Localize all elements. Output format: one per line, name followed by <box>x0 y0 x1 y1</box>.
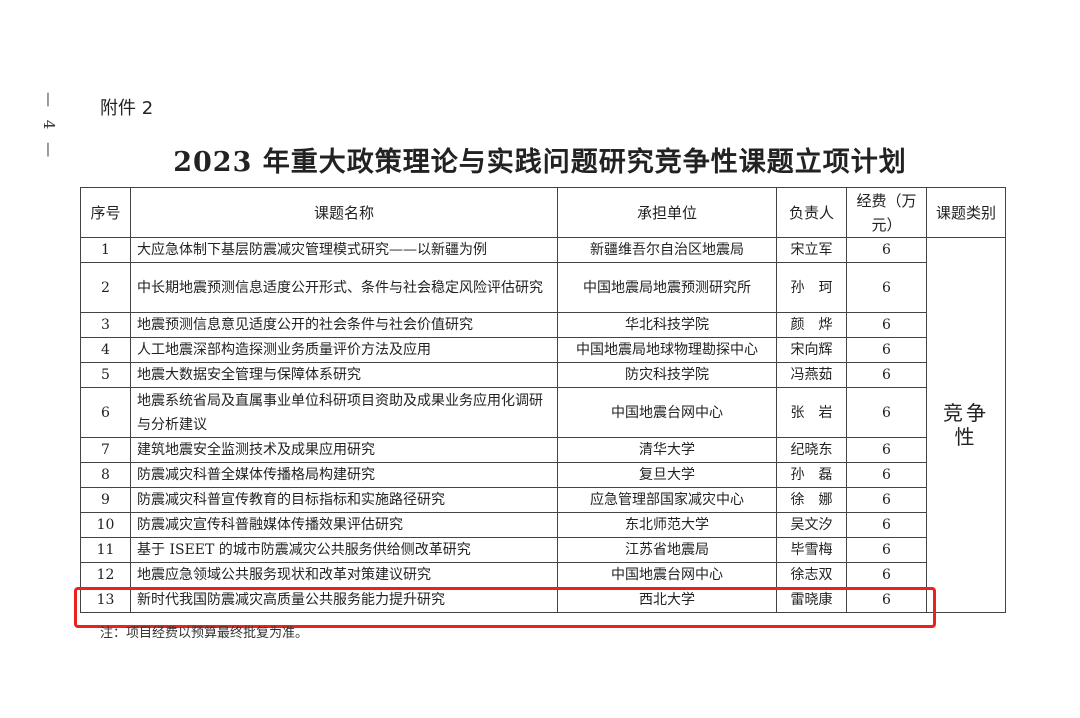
row-no: 12 <box>80 562 131 588</box>
row-unit: 中国地震台网中心 <box>557 562 777 588</box>
row-leader: 颜 烨 <box>776 312 847 338</box>
row-name: 防震减灾科普全媒体传播格局构建研究 <box>130 462 558 488</box>
category-cell: 竞争性 <box>926 237 1006 613</box>
document-title: 2023 年重大政策理论与实践问题研究竞争性课题立项计划 <box>173 147 907 178</box>
row-no: 7 <box>80 437 131 463</box>
table-row: 6 地震系统省局及直属事业单位科研项目资助及成果业务应用化调研与分析建议 中国地震台… <box>80 387 1006 438</box>
table-row: 10 防震减灾宣传科普融媒体传播效果评估研究 东北师范大学 吴文汐 6 <box>80 512 1006 538</box>
row-no: 5 <box>80 362 131 388</box>
row-fee: 6 <box>846 562 927 588</box>
row-name: 地震应急领域公共服务现状和改革对策建议研究 <box>130 562 558 588</box>
row-name: 防震减灾宣传科普融媒体传播效果评估研究 <box>130 512 558 538</box>
row-leader: 雷晓康 <box>776 587 847 613</box>
row-unit: 江苏省地震局 <box>557 537 777 563</box>
highlight-box <box>74 587 936 628</box>
row-fee: 6 <box>846 337 927 363</box>
row-fee: 6 <box>846 237 927 263</box>
row-leader: 毕雪梅 <box>776 537 847 563</box>
header-name: 课题名称 <box>130 187 558 238</box>
row-name: 中长期地震预测信息适度公开形式、条件与社会稳定风险评估研究 <box>130 262 558 313</box>
header-fee: 经费（万元） <box>846 187 927 238</box>
row-unit: 清华大学 <box>557 437 777 463</box>
row-fee: 6 <box>846 362 927 388</box>
row-fee: 6 <box>846 387 927 438</box>
table-row: 4 人工地震深部构造探测业务质量评价方法及应用 中国地震局地球物理勘探中心 宋向辉 6 <box>80 337 1006 363</box>
row-no: 6 <box>80 387 131 438</box>
attachment-label: 附件 2 <box>100 98 154 119</box>
table-row: 12 地震应急领域公共服务现状和改革对策建议研究 中国地震台网中心 徐志双 6 <box>80 562 1006 588</box>
row-no: 3 <box>80 312 131 338</box>
row-no: 9 <box>80 487 131 513</box>
row-leader: 徐 娜 <box>776 487 847 513</box>
row-fee: 6 <box>846 487 927 513</box>
row-no: 1 <box>80 237 131 263</box>
row-unit: 新疆维吾尔自治区地震局 <box>557 237 777 263</box>
page-number: — 4 — <box>40 92 58 162</box>
header-leader: 负责人 <box>776 187 847 238</box>
row-unit: 复旦大学 <box>557 462 777 488</box>
row-unit: 中国地震局地震预测研究所 <box>557 262 777 313</box>
row-unit: 中国地震台网中心 <box>557 387 777 438</box>
row-name: 人工地震深部构造探测业务质量评价方法及应用 <box>130 337 558 363</box>
row-unit: 中国地震局地球物理勘探中心 <box>557 337 777 363</box>
row-no: 10 <box>80 512 131 538</box>
row-leader: 孙 磊 <box>776 462 847 488</box>
row-no: 4 <box>80 337 131 363</box>
project-table: 序号 课题名称 承担单位 负责人 经费（万元） 课题类别 1 大应急体制下基层防震… <box>80 187 1006 613</box>
table-row: 1 大应急体制下基层防震减灾管理模式研究——以新疆为例 新疆维吾尔自治区地震局 宋立军… <box>80 237 1006 613</box>
row-no: 8 <box>80 462 131 488</box>
row-no: 2 <box>80 262 131 313</box>
row-no: 13 <box>80 587 131 613</box>
header-category: 课题类别 <box>926 187 1006 238</box>
row-leader: 徐志双 <box>776 562 847 588</box>
row-name: 防震减灾科普宣传教育的目标指标和实施路径研究 <box>130 487 558 513</box>
row-fee: 6 <box>846 512 927 538</box>
table-row: 2 中长期地震预测信息适度公开形式、条件与社会稳定风险评估研究 中国地震局地震预测研… <box>80 262 1006 313</box>
row-leader: 纪晓东 <box>776 437 847 463</box>
row-leader: 张 岩 <box>776 387 847 438</box>
row-unit: 防灾科技学院 <box>557 362 777 388</box>
row-leader: 宋向辉 <box>776 337 847 363</box>
row-fee: 6 <box>846 262 927 313</box>
row-fee: 6 <box>846 437 927 463</box>
header-no: 序号 <box>80 187 131 238</box>
header-unit: 承担单位 <box>557 187 777 238</box>
row-name: 新时代我国防震减灾高质量公共服务能力提升研究 <box>130 587 558 613</box>
row-unit: 华北科技学院 <box>557 312 777 338</box>
table-header-row: 序号 课题名称 承担单位 负责人 经费（万元） 课题类别 <box>80 187 1006 238</box>
row-fee: 6 <box>846 587 927 613</box>
row-no: 11 <box>80 537 131 563</box>
row-leader: 吴文汐 <box>776 512 847 538</box>
footnote: 注：项目经费以预算最终批复为准。 <box>100 626 309 641</box>
row-unit: 应急管理部国家减灾中心 <box>557 487 777 513</box>
table-row: 11 基于 ISEET 的城市防震减灾公共服务供给侧改革研究 江苏省地震局 毕雪梅 6 <box>80 537 1006 563</box>
row-name: 地震预测信息意见适度公开的社会条件与社会价值研究 <box>130 312 558 338</box>
row-leader: 冯燕茹 <box>776 362 847 388</box>
row-name: 建筑地震安全监测技术及成果应用研究 <box>130 437 558 463</box>
row-name: 基于 ISEET 的城市防震减灾公共服务供给侧改革研究 <box>130 537 558 563</box>
row-leader: 孙 珂 <box>776 262 847 313</box>
row-unit: 东北师范大学 <box>557 512 777 538</box>
row-fee: 6 <box>846 462 927 488</box>
row-name: 大应急体制下基层防震减灾管理模式研究——以新疆为例 <box>130 237 558 263</box>
table-row: 7 建筑地震安全监测技术及成果应用研究 清华大学 纪晓东 6 <box>80 437 1006 463</box>
row-leader: 宋立军 <box>776 237 847 263</box>
row-fee: 6 <box>846 312 927 338</box>
table-row: 5 地震大数据安全管理与保障体系研究 防灾科技学院 冯燕茹 6 <box>80 362 1006 388</box>
row-name: 地震大数据安全管理与保障体系研究 <box>130 362 558 388</box>
row-name: 地震系统省局及直属事业单位科研项目资助及成果业务应用化调研与分析建议 <box>130 387 558 438</box>
row-fee: 6 <box>846 537 927 563</box>
